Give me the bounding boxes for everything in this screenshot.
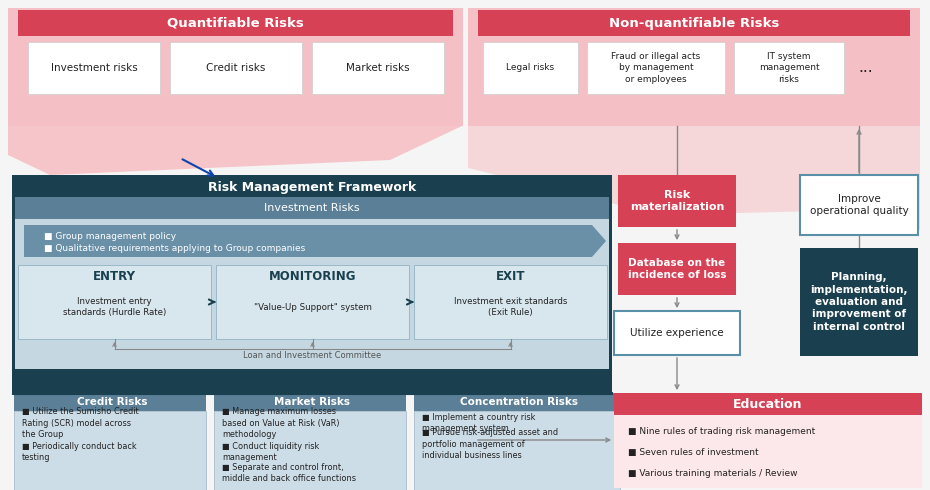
Text: ...: ... bbox=[858, 60, 873, 75]
Bar bbox=[614, 311, 740, 355]
Text: ■ Seven rules of investment: ■ Seven rules of investment bbox=[628, 447, 759, 457]
Text: Legal risks: Legal risks bbox=[507, 64, 554, 73]
Text: Credit risks: Credit risks bbox=[206, 63, 266, 73]
Bar bbox=[587, 42, 725, 94]
Polygon shape bbox=[8, 126, 462, 175]
Text: Utilize experience: Utilize experience bbox=[631, 328, 724, 338]
Text: Market Risks: Market Risks bbox=[274, 397, 350, 407]
Text: ■ Periodically conduct back
testing: ■ Periodically conduct back testing bbox=[22, 442, 137, 462]
Text: EXIT: EXIT bbox=[496, 270, 525, 283]
Text: Education: Education bbox=[733, 397, 803, 411]
Bar bbox=[14, 393, 206, 411]
Bar bbox=[214, 393, 406, 411]
Text: Loan and Investment Committee: Loan and Investment Committee bbox=[243, 350, 381, 360]
Bar bbox=[12, 392, 612, 394]
Bar bbox=[18, 10, 453, 36]
Text: Non-quantifiable Risks: Non-quantifiable Risks bbox=[609, 17, 779, 29]
Polygon shape bbox=[468, 126, 920, 230]
Bar bbox=[618, 243, 736, 295]
Text: Database on the
incidence of loss: Database on the incidence of loss bbox=[628, 258, 726, 280]
Bar bbox=[12, 175, 612, 393]
Text: ENTRY: ENTRY bbox=[93, 270, 136, 283]
Text: Risk Management Framework: Risk Management Framework bbox=[208, 180, 416, 194]
Bar bbox=[15, 219, 609, 369]
Text: Investment entry
standards (Hurdle Rate): Investment entry standards (Hurdle Rate) bbox=[63, 297, 166, 317]
Text: Market risks: Market risks bbox=[346, 63, 410, 73]
Text: ■ Pursue risk-adjusted asset and
portfolio management of
individual business lin: ■ Pursue risk-adjusted asset and portfol… bbox=[422, 428, 558, 460]
Text: Concentration Risks: Concentration Risks bbox=[460, 397, 578, 407]
Text: Fraud or illegal acts
by management
or employees: Fraud or illegal acts by management or e… bbox=[611, 52, 700, 84]
Text: MONITORING: MONITORING bbox=[269, 270, 356, 283]
Bar bbox=[483, 42, 578, 94]
Bar bbox=[214, 411, 406, 490]
Bar bbox=[414, 411, 620, 490]
Bar bbox=[414, 265, 607, 339]
Bar bbox=[614, 393, 922, 415]
Bar bbox=[414, 393, 620, 411]
Bar bbox=[734, 42, 844, 94]
Polygon shape bbox=[24, 225, 606, 257]
Text: ■ Manage maximum losses
based on Value at Risk (VaR)
methodology: ■ Manage maximum losses based on Value a… bbox=[222, 407, 339, 439]
Text: "Value-Up Support" system: "Value-Up Support" system bbox=[254, 302, 371, 312]
Bar bbox=[15, 197, 609, 219]
Text: ■ Qualitative requirements applying to Group companies: ■ Qualitative requirements applying to G… bbox=[44, 244, 305, 252]
Text: Investment Risks: Investment Risks bbox=[264, 203, 360, 213]
Text: Quantifiable Risks: Quantifiable Risks bbox=[166, 17, 303, 29]
Bar bbox=[618, 175, 736, 227]
Bar bbox=[800, 175, 918, 235]
Text: ■ Utilize the Sumisho Credit
Rating (SCR) model across
the Group: ■ Utilize the Sumisho Credit Rating (SCR… bbox=[22, 407, 139, 439]
Text: ■ Group management policy: ■ Group management policy bbox=[44, 231, 176, 241]
Bar bbox=[468, 8, 920, 126]
Bar bbox=[14, 411, 206, 490]
Text: Investment risks: Investment risks bbox=[50, 63, 138, 73]
Bar bbox=[28, 42, 160, 94]
Bar bbox=[478, 10, 910, 36]
Bar bbox=[312, 42, 444, 94]
Text: Planning,
implementation,
evaluation and
improvement of
internal control: Planning, implementation, evaluation and… bbox=[810, 272, 908, 332]
Bar bbox=[170, 42, 302, 94]
Text: Improve
operational quality: Improve operational quality bbox=[810, 194, 909, 216]
Bar bbox=[614, 393, 922, 488]
Text: ■ Separate and control front,
middle and back office functions: ■ Separate and control front, middle and… bbox=[222, 463, 356, 483]
Text: IT system
management
risks: IT system management risks bbox=[759, 52, 819, 84]
Text: ■ Implement a country risk
management system: ■ Implement a country risk management sy… bbox=[422, 413, 536, 433]
Bar bbox=[8, 8, 463, 126]
Bar bbox=[18, 265, 211, 339]
Bar bbox=[800, 248, 918, 356]
Text: Investment exit standards
(Exit Rule): Investment exit standards (Exit Rule) bbox=[454, 297, 567, 317]
Text: ■ Conduct liquidity risk
management: ■ Conduct liquidity risk management bbox=[222, 442, 319, 462]
Text: Risk
materialization: Risk materialization bbox=[630, 190, 724, 212]
Text: Credit Risks: Credit Risks bbox=[77, 397, 147, 407]
Text: ■ Nine rules of trading risk management: ■ Nine rules of trading risk management bbox=[628, 426, 816, 436]
Bar bbox=[216, 265, 409, 339]
Text: ■ Various training materials / Review: ■ Various training materials / Review bbox=[628, 468, 798, 477]
